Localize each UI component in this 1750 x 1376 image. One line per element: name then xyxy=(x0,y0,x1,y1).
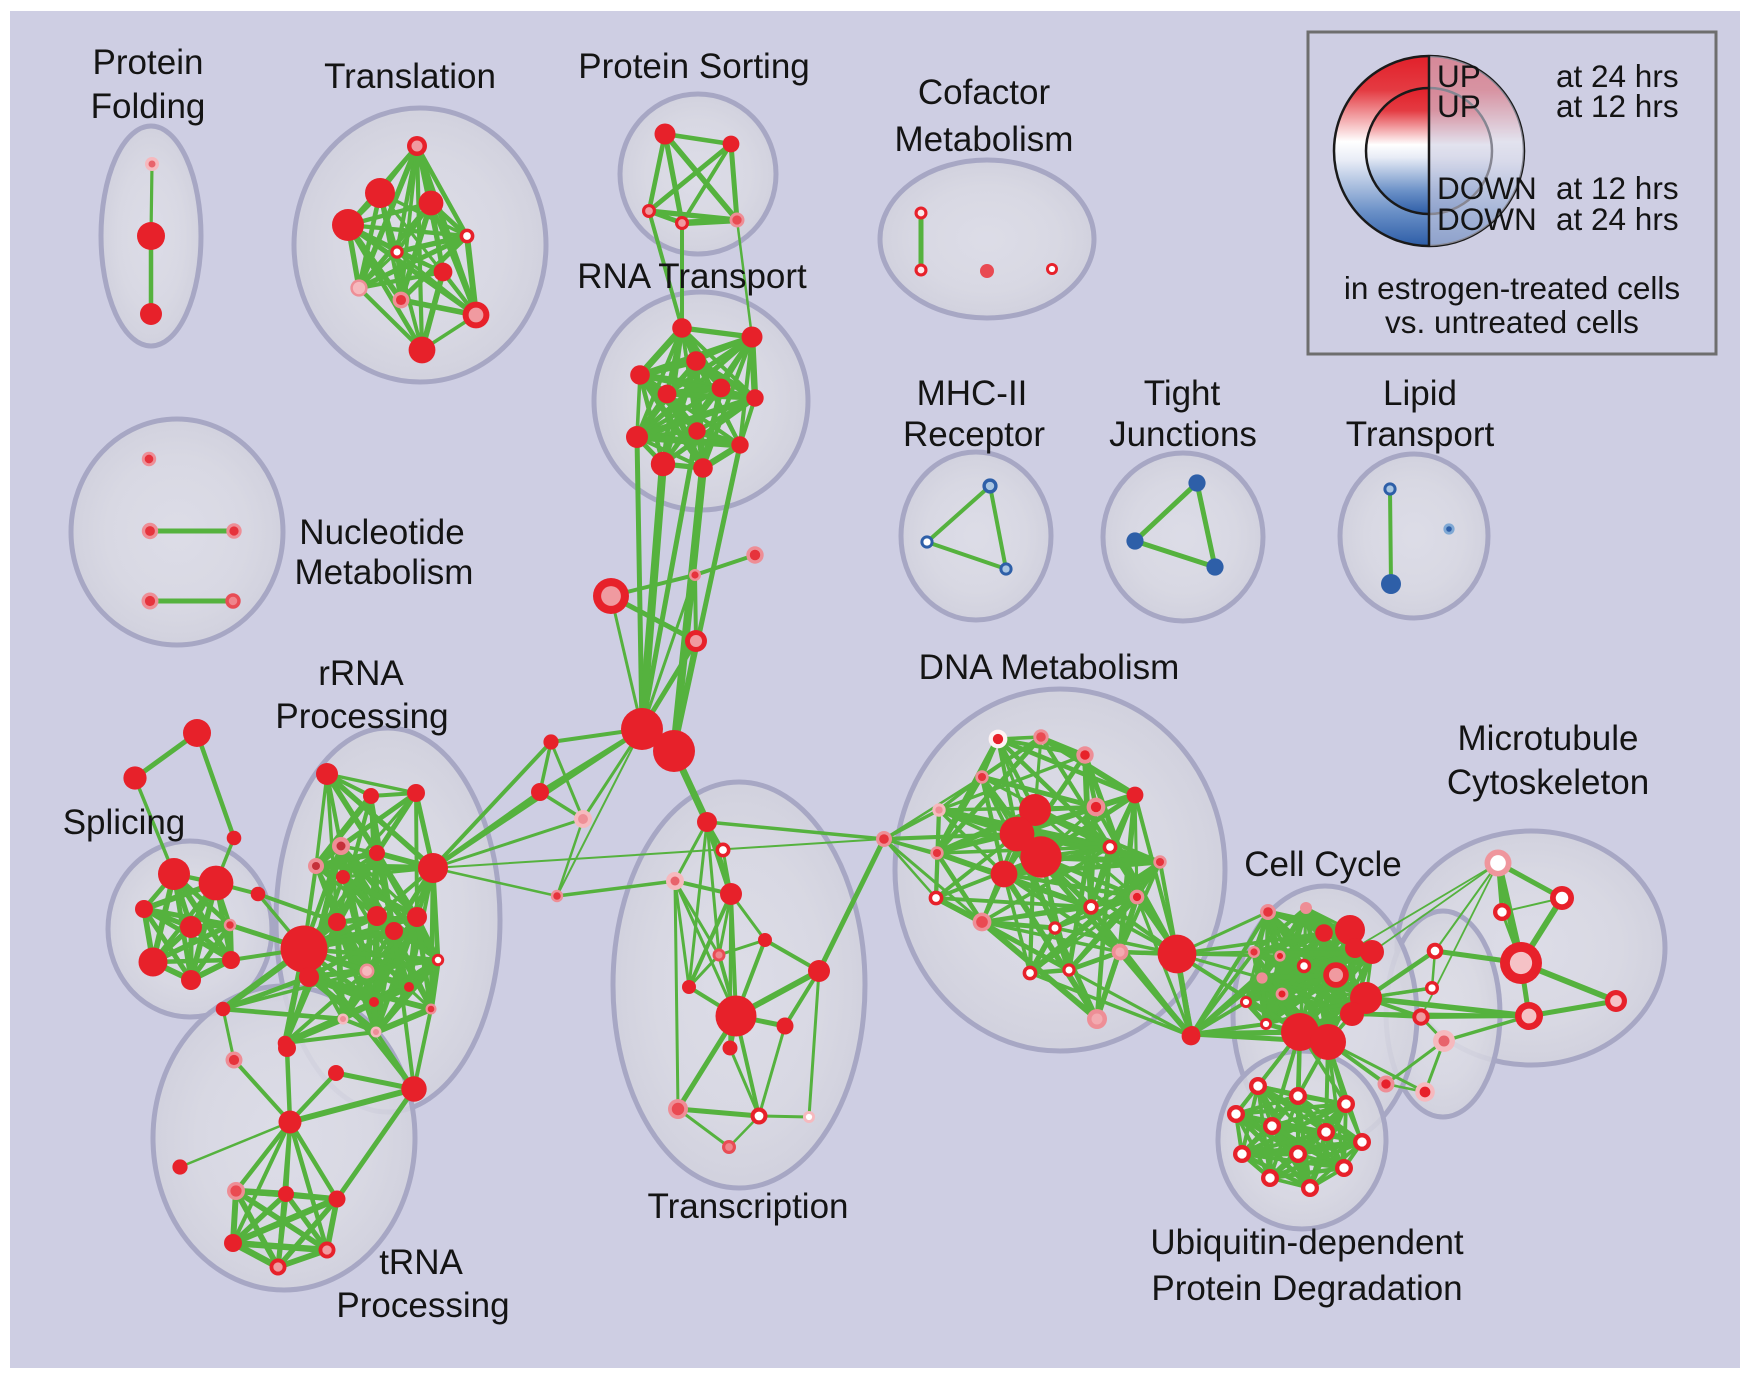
svg-text:at 12 hrs: at 12 hrs xyxy=(1556,170,1679,206)
svg-text:Protein Degradation: Protein Degradation xyxy=(1151,1269,1462,1308)
svg-text:Splicing: Splicing xyxy=(63,803,186,842)
svg-text:Transcription: Transcription xyxy=(648,1187,849,1226)
svg-text:Protein: Protein xyxy=(93,43,204,82)
svg-text:in estrogen-treated cells: in estrogen-treated cells xyxy=(1344,270,1680,306)
svg-text:Cytoskeleton: Cytoskeleton xyxy=(1447,763,1649,802)
svg-text:tRNA: tRNA xyxy=(379,1243,463,1282)
svg-text:at 12 hrs: at 12 hrs xyxy=(1556,88,1679,124)
svg-text:Folding: Folding xyxy=(91,87,206,126)
svg-text:Processing: Processing xyxy=(336,1286,509,1325)
svg-text:Tight: Tight xyxy=(1144,374,1221,413)
svg-text:Translation: Translation xyxy=(324,57,496,96)
svg-text:Lipid: Lipid xyxy=(1383,374,1457,413)
svg-text:vs. untreated cells: vs. untreated cells xyxy=(1385,304,1639,340)
svg-text:Processing: Processing xyxy=(275,697,448,736)
svg-text:Metabolism: Metabolism xyxy=(295,553,474,592)
svg-text:at 24 hrs: at 24 hrs xyxy=(1556,201,1679,237)
svg-text:Protein Sorting: Protein Sorting xyxy=(578,47,810,86)
svg-text:Cofactor: Cofactor xyxy=(918,73,1051,112)
svg-text:rRNA: rRNA xyxy=(318,654,404,693)
svg-text:RNA Transport: RNA Transport xyxy=(577,257,807,296)
svg-text:UP: UP xyxy=(1437,88,1481,124)
svg-text:Junctions: Junctions xyxy=(1109,415,1257,454)
svg-text:DOWN: DOWN xyxy=(1437,170,1537,206)
svg-text:Nucleotide: Nucleotide xyxy=(299,513,464,552)
svg-text:Receptor: Receptor xyxy=(903,415,1045,454)
svg-text:MHC-II: MHC-II xyxy=(917,374,1028,413)
svg-text:Cell Cycle: Cell Cycle xyxy=(1244,845,1402,884)
svg-text:DNA Metabolism: DNA Metabolism xyxy=(919,648,1180,687)
svg-text:UP: UP xyxy=(1437,58,1481,94)
svg-text:Transport: Transport xyxy=(1346,415,1495,454)
svg-text:Microtubule: Microtubule xyxy=(1458,719,1639,758)
svg-text:Metabolism: Metabolism xyxy=(895,120,1074,159)
svg-text:at 24 hrs: at 24 hrs xyxy=(1556,58,1679,94)
svg-text:DOWN: DOWN xyxy=(1437,201,1537,237)
svg-text:Ubiquitin-dependent: Ubiquitin-dependent xyxy=(1150,1223,1464,1262)
